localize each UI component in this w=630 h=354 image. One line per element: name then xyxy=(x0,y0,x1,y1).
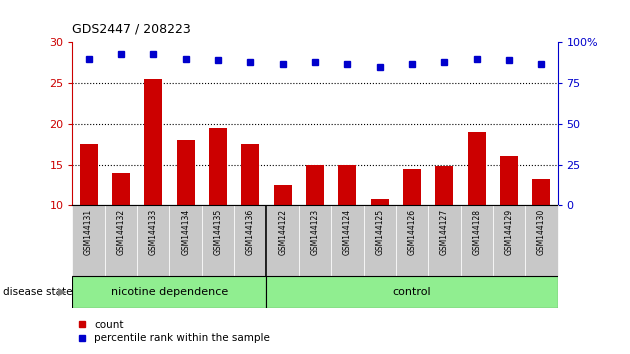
Bar xyxy=(105,205,137,276)
Bar xyxy=(403,169,421,205)
Text: GSM144132: GSM144132 xyxy=(117,209,125,255)
Bar xyxy=(169,205,202,276)
Bar xyxy=(144,79,162,205)
Text: GSM144124: GSM144124 xyxy=(343,209,352,255)
Bar xyxy=(468,132,486,205)
Text: GSM144125: GSM144125 xyxy=(375,209,384,255)
Bar xyxy=(299,205,331,276)
Bar xyxy=(80,144,98,205)
Bar xyxy=(500,156,518,205)
Bar xyxy=(241,144,259,205)
Text: ▶: ▶ xyxy=(58,287,66,297)
Bar xyxy=(306,165,324,205)
Text: GSM144133: GSM144133 xyxy=(149,209,158,255)
Text: GSM144122: GSM144122 xyxy=(278,209,287,255)
Text: GSM144127: GSM144127 xyxy=(440,209,449,255)
Bar xyxy=(274,185,292,205)
Bar xyxy=(137,205,169,276)
Bar xyxy=(371,199,389,205)
Text: GSM144135: GSM144135 xyxy=(214,209,222,255)
Text: GSM144129: GSM144129 xyxy=(505,209,513,255)
Text: disease state: disease state xyxy=(3,287,72,297)
Bar xyxy=(428,205,461,276)
Text: GSM144123: GSM144123 xyxy=(311,209,319,255)
Legend: count, percentile rank within the sample: count, percentile rank within the sample xyxy=(77,320,270,343)
Bar xyxy=(209,128,227,205)
Text: GSM144130: GSM144130 xyxy=(537,209,546,255)
Bar xyxy=(266,205,299,276)
Bar xyxy=(72,205,105,276)
Text: GSM144126: GSM144126 xyxy=(408,209,416,255)
Text: GSM144136: GSM144136 xyxy=(246,209,255,255)
Text: GSM144134: GSM144134 xyxy=(181,209,190,255)
Bar xyxy=(266,276,558,308)
Text: nicotine dependence: nicotine dependence xyxy=(111,287,228,297)
Bar xyxy=(532,179,550,205)
Bar xyxy=(202,205,234,276)
Text: GSM144131: GSM144131 xyxy=(84,209,93,255)
Bar xyxy=(72,276,266,308)
Bar xyxy=(234,205,266,276)
Bar xyxy=(461,205,493,276)
Text: GSM144128: GSM144128 xyxy=(472,209,481,255)
Text: GDS2447 / 208223: GDS2447 / 208223 xyxy=(72,22,191,35)
Bar xyxy=(396,205,428,276)
Bar xyxy=(435,166,453,205)
Bar xyxy=(493,205,525,276)
Bar xyxy=(331,205,364,276)
Bar xyxy=(338,165,356,205)
Bar xyxy=(525,205,558,276)
Text: control: control xyxy=(392,287,432,297)
Bar xyxy=(364,205,396,276)
Bar xyxy=(112,173,130,205)
Bar xyxy=(177,140,195,205)
